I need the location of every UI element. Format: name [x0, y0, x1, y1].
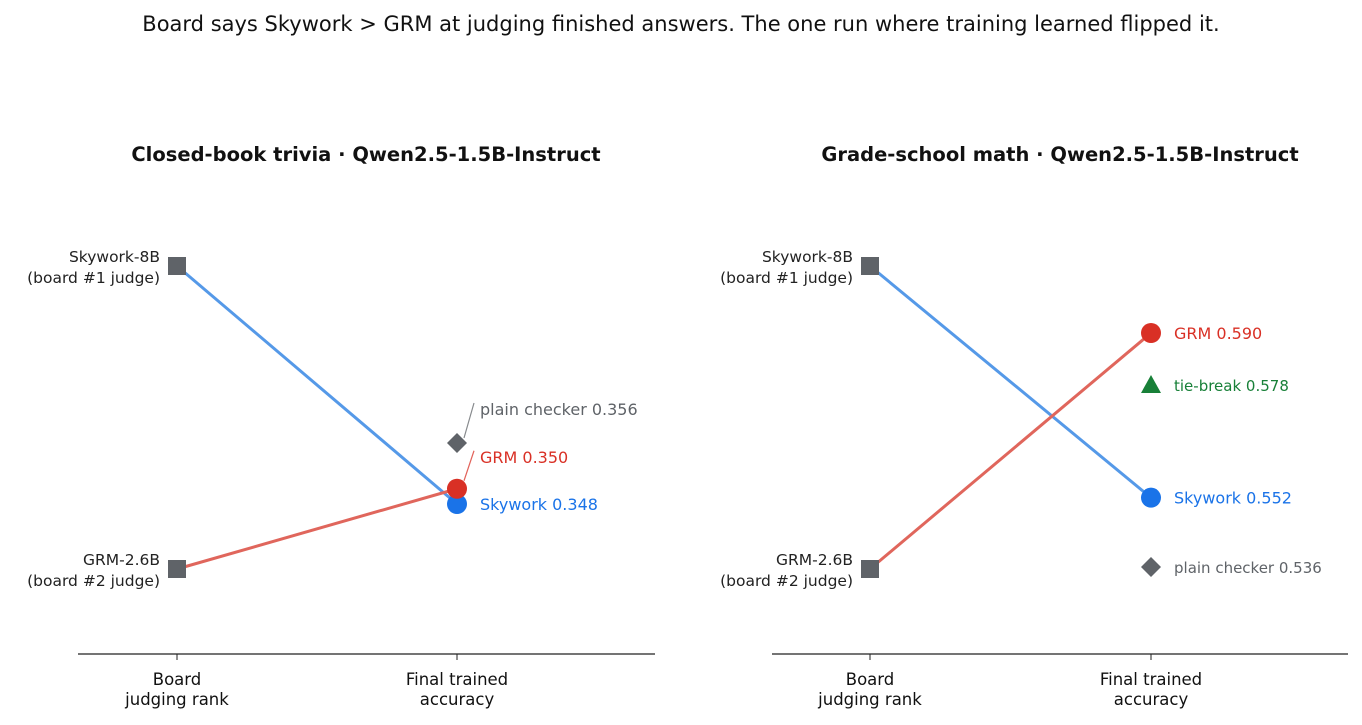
panel1-grm-value-label: GRM 0.350 [480, 448, 568, 467]
panel2-skywork-slope-line [869, 264, 1152, 499]
panel1-skywork-slope-line [176, 264, 458, 506]
panel2-skywork-accuracy-point [1141, 487, 1161, 508]
panel1-grm-slope-line [176, 487, 458, 571]
panel2-title: Grade-school math · Qwen2.5-1.5B-Instruc… [821, 143, 1298, 166]
panel1-board-rank-label-1: Skywork-8B (board #1 judge) [27, 248, 160, 287]
panel2-plain-checker-accuracy-point [1141, 557, 1161, 577]
panel1-board-rank-marker-2 [168, 560, 186, 578]
panel1-title: Closed-book trivia · Qwen2.5-1.5B-Instru… [131, 143, 600, 166]
panel2-grm-accuracy-point [1141, 323, 1161, 343]
panel2-x-tick-label-1: Board judging rank [817, 670, 922, 709]
panel2-board-rank-label-2: GRM-2.6B (board #2 judge) [720, 551, 853, 590]
panel2-plain-checker-value-label: plain checker 0.536 [1174, 559, 1322, 577]
panel2-x-tick-label-2: Final trained accuracy [1100, 670, 1202, 709]
panel2-tie-break-value-label: tie-break 0.578 [1174, 377, 1289, 395]
panel1-plain-checker-leader-line [463, 402, 475, 439]
panel1-plain-checker-value-label: plain checker 0.356 [480, 400, 638, 419]
panel1-skywork-accuracy-point [447, 494, 467, 514]
panel2-board-rank-marker-2 [861, 560, 879, 578]
panel2-skywork-value-label: Skywork 0.552 [1174, 489, 1292, 508]
panel2-grm-slope-line [869, 331, 1152, 571]
figure-title: Board says Skywork > GRM at judging fini… [142, 12, 1220, 36]
panel1-plain-checker-accuracy-point [447, 433, 467, 453]
panel2-grm-value-label: GRM 0.590 [1174, 324, 1262, 343]
panel2-board-rank-marker-1 [861, 257, 879, 275]
panel2-board-rank-label-1: Skywork-8B (board #1 judge) [720, 248, 853, 287]
panel2-tie-break-accuracy-point [1141, 375, 1161, 393]
panel1-grm-accuracy-point [447, 478, 467, 499]
panel1-x-tick-label-1: Board judging rank [124, 670, 229, 709]
panel1-skywork-value-label: Skywork 0.348 [480, 495, 598, 514]
panel1-x-tick-label-2: Final trained accuracy [406, 670, 508, 709]
panel1-board-rank-marker-1 [168, 257, 186, 275]
panel1-grm-leader-line [463, 450, 475, 481]
panel1-board-rank-label-2: GRM-2.6B (board #2 judge) [27, 551, 160, 590]
